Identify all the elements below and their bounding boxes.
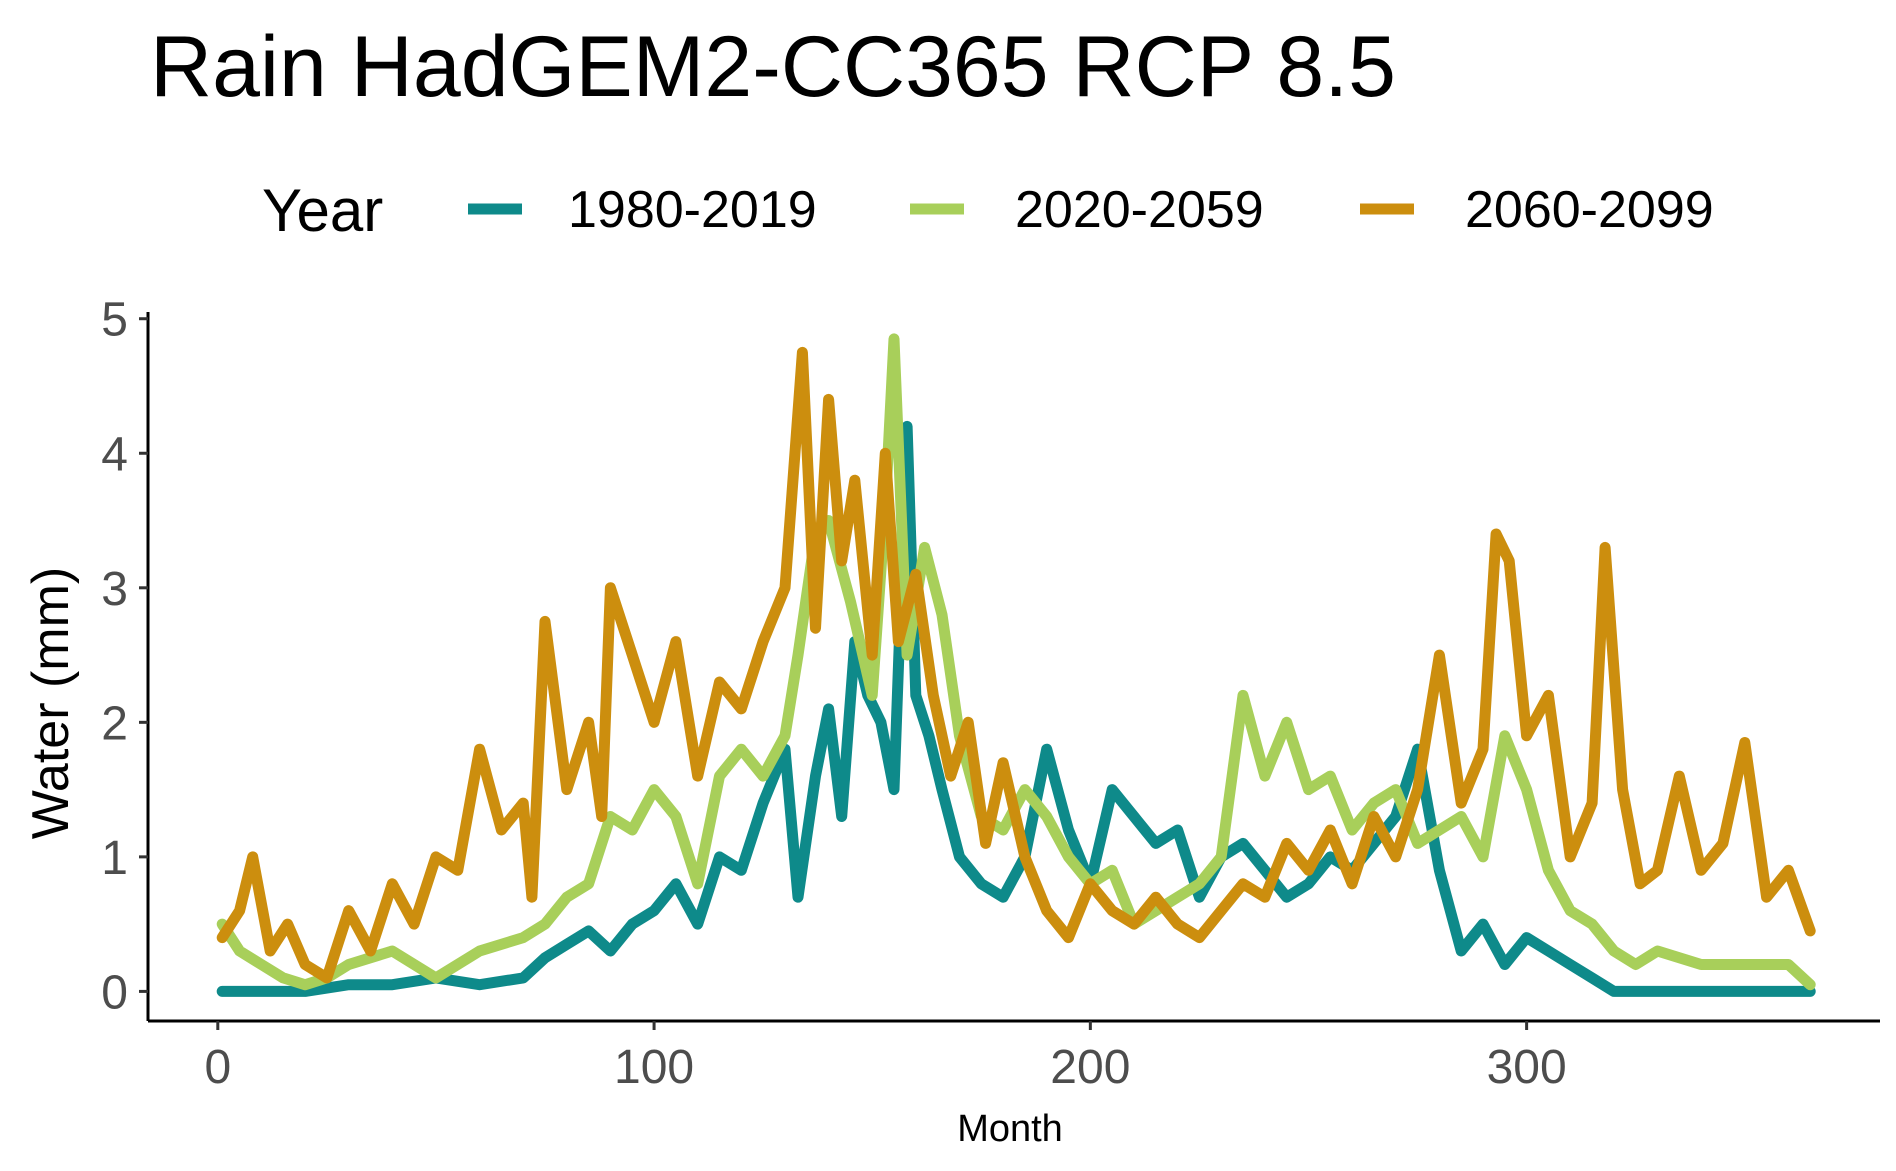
x-tick-label: 300 [1487, 1041, 1567, 1094]
series-lines [216, 333, 1816, 997]
y-tick-label: 1 [101, 832, 128, 885]
legend-title: Year [262, 177, 383, 244]
legend: Year 1980-2019 2020-2059 2060-2099 [262, 177, 1714, 244]
chart-title: Rain HadGEM2-CC365 RCP 8.5 [150, 19, 1396, 115]
y-tick-label: 0 [101, 966, 128, 1019]
y-tick-label: 5 [101, 294, 128, 347]
axes: 0 100 200 300 0 1 2 3 4 5 [101, 294, 1880, 1094]
x-tick-label: 0 [204, 1041, 231, 1094]
series-line-1980-2019 [216, 420, 1816, 997]
legend-label-1980-2019: 1980-2019 [568, 181, 817, 239]
legend-label-2060-2099: 2060-2099 [1465, 181, 1714, 239]
y-axis-ticks: 0 1 2 3 4 5 [101, 294, 148, 1019]
series-line-2060-2099 [216, 346, 1816, 984]
y-tick-label: 4 [101, 428, 128, 481]
legend-label-2020-2059: 2020-2059 [1015, 181, 1264, 239]
x-tick-label: 100 [614, 1041, 694, 1094]
x-axis-ticks: 0 100 200 300 [204, 1021, 1567, 1094]
y-tick-label: 2 [101, 697, 128, 750]
x-tick-label: 200 [1050, 1041, 1130, 1094]
y-axis-title: Water (mm) [22, 567, 80, 839]
y-tick-label: 3 [101, 563, 128, 616]
series-line-2020-2059 [216, 333, 1816, 991]
x-axis-title: Month [957, 1108, 1063, 1150]
